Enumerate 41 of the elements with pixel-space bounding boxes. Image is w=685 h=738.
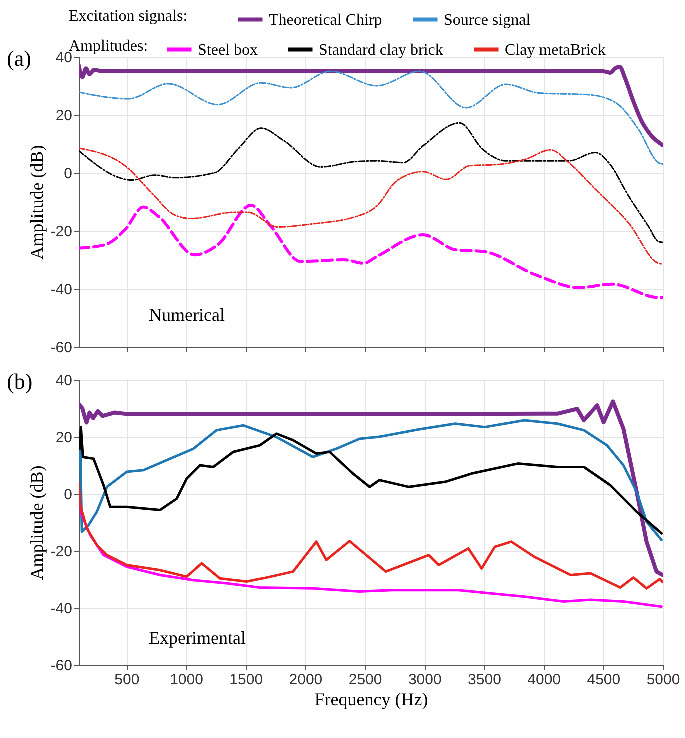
x-tick-label: 5000	[646, 672, 680, 688]
y-tick-label: 20	[56, 108, 72, 124]
x-tick-label: 500	[114, 672, 140, 688]
line-series	[79, 400, 663, 578]
y-axis-title: Amplitude (dB)	[26, 466, 47, 580]
x-axis-title: Frequency (Hz)	[314, 690, 428, 710]
legend-title: Excitation signals:	[69, 8, 188, 25]
line-series	[79, 482, 663, 590]
legend-label: Steel box	[198, 42, 258, 59]
x-tick-label: 4500	[587, 672, 621, 688]
legend-label: Source signal	[444, 12, 532, 29]
x-tick-label: 1000	[170, 672, 204, 688]
chart-title: (a)	[7, 46, 32, 71]
y-tick-label: -20	[50, 224, 72, 240]
x-tick-label: 2500	[348, 672, 382, 688]
line-series	[79, 64, 663, 148]
y-tick-label: -20	[50, 544, 72, 560]
line-series	[79, 70, 663, 166]
x-tick-label: 3500	[468, 672, 502, 688]
y-axis-title: Amplitude (dB)	[26, 145, 47, 260]
legend-label: Standard clay brick	[319, 42, 444, 59]
y-tick-label: 0	[64, 486, 72, 504]
chart-title: (b)	[7, 369, 33, 394]
y-tick-label: -40	[50, 282, 72, 298]
legend-label: Theoretical Chirp	[269, 12, 382, 29]
y-tick-label: -60	[50, 340, 72, 356]
annotation: Numerical	[149, 305, 225, 325]
y-tick-label: 40	[56, 372, 72, 390]
y-tick-label: 0	[64, 166, 72, 182]
x-tick-label: 3000	[408, 672, 442, 688]
y-tick-label: 20	[56, 430, 72, 446]
y-tick-label: -60	[50, 658, 72, 674]
y-tick-label: -40	[50, 600, 72, 618]
line-series	[79, 122, 663, 244]
x-tick-label: 2000	[289, 672, 323, 688]
annotation: Experimental	[149, 628, 246, 648]
line-series	[79, 148, 663, 266]
x-tick-label: 1500	[230, 672, 264, 688]
line-series	[79, 204, 663, 300]
x-tick-label: 4000	[528, 672, 562, 688]
legend-label: Clay metaBrick	[505, 42, 606, 59]
